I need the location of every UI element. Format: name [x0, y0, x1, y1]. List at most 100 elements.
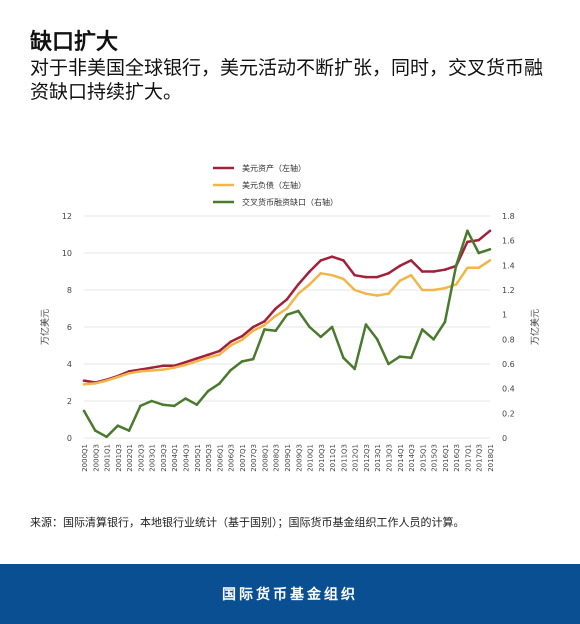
x-tick-label: 2011Q1 [329, 444, 337, 472]
data-point [139, 404, 142, 408]
x-tick-label: 2004Q3 [183, 444, 191, 472]
data-point [353, 367, 356, 371]
data-point [466, 229, 469, 233]
y-right-axis-label: 万亿美元 [529, 309, 541, 345]
data-point [218, 382, 221, 386]
x-tick-label: 2000Q3 [92, 444, 100, 472]
data-point [240, 334, 244, 338]
data-point [398, 264, 402, 268]
data-point [398, 279, 402, 283]
data-point [296, 283, 300, 286]
page-title: 缺口扩大 [30, 30, 119, 55]
data-point [421, 328, 424, 331]
data-point [477, 251, 481, 255]
data-point [150, 369, 153, 372]
data-point [206, 389, 210, 393]
y-left-tick-label: 4 [67, 360, 72, 369]
x-tick-label: 2014Q3 [408, 444, 416, 472]
x-tick-label: 2013Q1 [374, 444, 382, 472]
data-point [432, 338, 435, 341]
data-point [285, 297, 289, 301]
data-point [127, 429, 131, 432]
data-point [229, 340, 232, 344]
data-point [387, 362, 390, 366]
x-tick-label: 2005Q1 [194, 444, 202, 472]
y-right-tick-label: 0 [502, 434, 507, 443]
y-right-tick-label: 1.8 [502, 212, 515, 221]
data-point [308, 270, 311, 273]
x-tick-label: 2017Q3 [476, 444, 484, 472]
data-point [342, 259, 345, 262]
data-point [150, 399, 153, 403]
x-tick-label: 2012Q3 [363, 444, 371, 472]
data-point [308, 283, 311, 286]
data-point [93, 382, 97, 385]
x-tick-label: 2018Q1 [487, 444, 495, 472]
legend-label: 交叉货币融资缺口（右轴） [242, 197, 338, 207]
y-right-tick-label: 1.4 [502, 261, 515, 270]
line-chart: 0 2 4 6 8 10 12 0 0.2 0.4 0.6 0.8 1 1.2 1.4 1.6 1.8 2000Q… [39, 163, 541, 472]
x-tick-label: 2013Q3 [386, 444, 394, 472]
data-point [330, 325, 334, 329]
data-point [319, 259, 323, 262]
x-tick-label: 2009Q1 [284, 444, 292, 472]
data-point [364, 323, 368, 326]
x-tick-label: 2003Q1 [149, 444, 157, 472]
data-point [319, 272, 323, 275]
data-point [172, 404, 176, 408]
data-point [105, 379, 108, 382]
y-right-tick-label: 0.2 [502, 409, 515, 418]
data-point [82, 383, 86, 386]
y-right-tick-label: 1.2 [502, 286, 515, 295]
x-tick-label: 2010Q3 [318, 444, 326, 472]
x-tick-label: 2006Q1 [216, 444, 224, 472]
data-point [342, 356, 345, 360]
data-point [195, 357, 199, 360]
data-point [443, 268, 447, 271]
x-tick-label: 2001Q3 [115, 444, 123, 472]
legend-label: 美元资产（左轴） [242, 163, 306, 173]
data-point [319, 335, 323, 339]
series-line-2 [83, 259, 491, 386]
legend-label: 美元负债（左轴） [242, 180, 306, 190]
data-point [398, 355, 402, 358]
y-right-tick-label: 0.8 [502, 335, 515, 344]
data-point [251, 357, 255, 361]
data-point [421, 270, 424, 273]
data-point [375, 275, 379, 279]
data-point [364, 292, 368, 295]
data-point [82, 409, 86, 413]
x-tick-label: 2012Q1 [352, 444, 360, 472]
y-left-tick-label: 10 [62, 249, 72, 258]
data-point [116, 424, 120, 427]
y-left-axis-label: 万亿美元 [39, 309, 51, 345]
data-point [161, 403, 165, 406]
data-point [251, 325, 255, 329]
data-point [409, 356, 413, 360]
x-tick-label: 2002Q3 [137, 444, 145, 472]
y-right-tick-label: 0.4 [502, 385, 515, 394]
data-point [105, 435, 108, 439]
data-point [296, 292, 300, 295]
data-point [285, 307, 289, 310]
data-point [409, 273, 413, 277]
data-point [466, 240, 469, 244]
y-left-tick-label: 8 [67, 286, 72, 295]
x-tick-label: 2017Q1 [464, 444, 472, 472]
x-tick-label: 2015Q3 [431, 444, 439, 472]
data-point [251, 329, 255, 332]
data-point [229, 368, 232, 372]
data-point [285, 313, 289, 316]
x-tick-label: 2001Q1 [104, 444, 112, 472]
data-point [375, 294, 379, 297]
data-point [342, 277, 345, 281]
data-point [274, 314, 278, 318]
data-point [116, 375, 120, 379]
x-tick-label: 2011Q3 [340, 444, 348, 472]
data-point [488, 229, 492, 233]
data-point [296, 309, 300, 313]
y-left-tick-label: 6 [67, 323, 72, 332]
data-point [263, 328, 266, 331]
x-tick-label: 2016Q1 [442, 444, 450, 472]
data-point [409, 259, 413, 262]
